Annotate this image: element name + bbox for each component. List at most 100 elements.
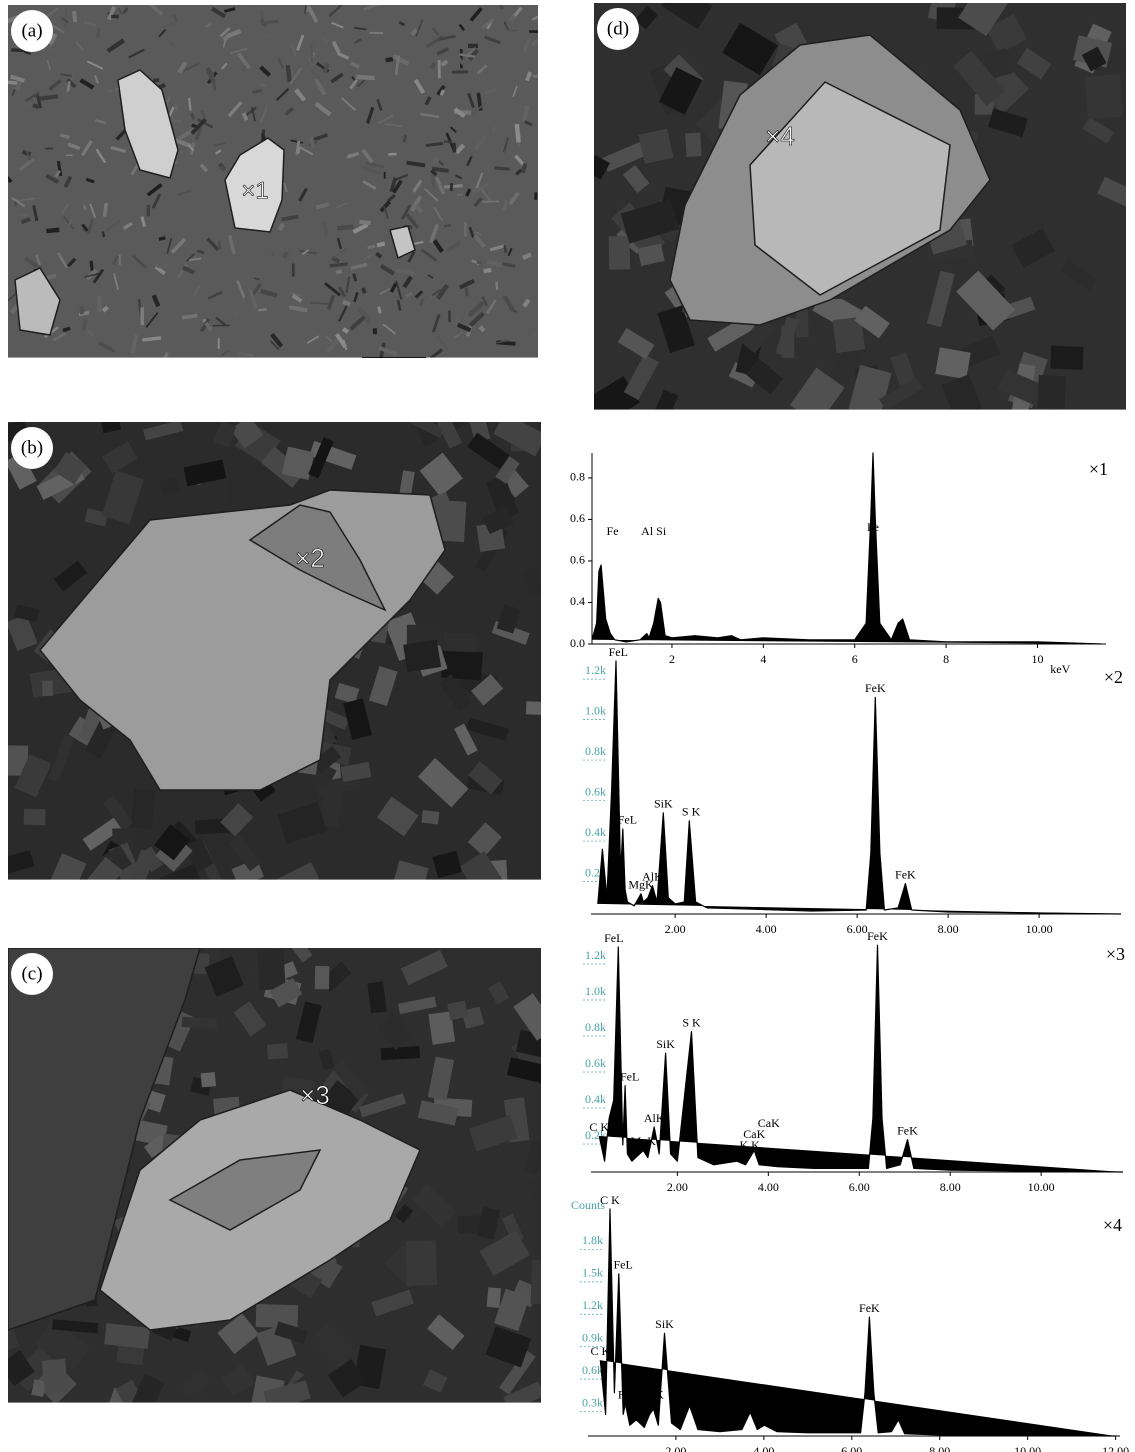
- peak-label: FeK: [867, 929, 888, 943]
- x-axis-label: keV: [1050, 662, 1070, 676]
- bar-header: spot: [217, 360, 233, 369]
- texture-grain: [447, 1001, 468, 1021]
- peak-label: FeL: [620, 1069, 639, 1083]
- texture-grain: [441, 649, 483, 680]
- texture-grain: [42, 1359, 68, 1394]
- y-tick-label: 0.4k: [585, 825, 606, 839]
- texture-grain: [1085, 74, 1124, 119]
- bar-header: HV: [15, 880, 33, 895]
- x-tick-label: 4.00: [753, 1444, 774, 1452]
- peak-label: AlK: [643, 1387, 664, 1401]
- texture-grain: [42, 680, 53, 696]
- y-tick-label: 0.6: [570, 511, 585, 525]
- bar-header: WD: [146, 880, 168, 895]
- y-tick-label: 1.5k: [582, 1266, 603, 1280]
- x-tick-label: 4.00: [756, 922, 777, 936]
- bar-value: 259 µm: [133, 372, 160, 381]
- texture-grain: [369, 32, 382, 34]
- x-tick-label: 2.00: [665, 922, 686, 936]
- texture-grain: [487, 1287, 502, 1308]
- texture-grain: [381, 1046, 420, 1060]
- peak-label: SiK: [655, 1317, 674, 1331]
- bar-header: mag ☐: [173, 360, 198, 369]
- peak-label: SiK: [656, 1037, 675, 1051]
- bar-header: Spot: [628, 410, 655, 425]
- spectrum: [592, 453, 1101, 644]
- bar-value: 1:07:11 PM: [244, 1417, 310, 1432]
- x-tick-label: 10.00: [1028, 1180, 1055, 1194]
- texture-grain: [218, 338, 220, 349]
- bar-value: 1 600 x: [172, 372, 198, 381]
- bar-value: 10.5 mm: [132, 1417, 183, 1432]
- x-tick-label: 6.00: [847, 922, 868, 936]
- bar-header: 1/31/2011: [249, 1403, 306, 1418]
- texture-grain: [532, 75, 539, 78]
- bar-value: 25.00 kV: [37, 372, 69, 381]
- texture-grain: [935, 347, 971, 379]
- x-tick-label: 4.00: [758, 1180, 779, 1194]
- bar-value: 90.13 µm: [182, 1417, 236, 1432]
- bar-header: Det: [74, 1403, 95, 1418]
- texture-grain: [421, 810, 439, 824]
- texture-grain: [388, 153, 396, 156]
- info-bar: [594, 410, 1126, 442]
- x-tick-label: 8.00: [929, 1444, 950, 1452]
- bar-value: 5.0: [632, 425, 650, 440]
- y-tick-label: 0.6k: [585, 784, 606, 798]
- sem-image: ×2(b)HV20.0 kVSpot5.0DetSSDMag3000xWD10.…: [0, 407, 555, 912]
- bar-header: 1/31/2011: [249, 880, 306, 895]
- bar-header: Det: [660, 410, 681, 425]
- peak-label: FeK: [895, 867, 916, 881]
- spectrum: [598, 661, 1121, 914]
- bar-value: 20.0 kV: [588, 425, 632, 440]
- x-tick-label: 6: [852, 652, 858, 666]
- x-tick-label: 2: [669, 652, 675, 666]
- x-tick-label: 10: [1031, 652, 1043, 666]
- texture-grain: [406, 1240, 437, 1285]
- bar-value: 20.0 kV: [2, 895, 46, 910]
- bar-header: HV: [601, 410, 619, 425]
- y-tick-label: 0.9k: [582, 1330, 603, 1344]
- texture-grain: [384, 172, 386, 179]
- x-tick-label: 2.00: [667, 1180, 688, 1194]
- bar-value: 5.5: [219, 372, 231, 381]
- texture-grain: [450, 183, 453, 191]
- bar-value: 10.8 mm: [718, 425, 769, 440]
- texture-grain: [119, 255, 121, 265]
- bar-header: WD: [732, 410, 754, 425]
- bar-header: 1/31/2011: [835, 410, 892, 425]
- bar-header: Mag: [689, 410, 714, 425]
- texture-grain: [464, 222, 467, 237]
- bar-value: 3000x: [98, 1417, 134, 1432]
- bar-header: WD: [102, 360, 116, 369]
- texture-grain: [80, 306, 85, 315]
- texture-grain: [24, 809, 46, 826]
- bar-header: HV: [15, 1403, 33, 1418]
- peak-label: CaK: [758, 1116, 780, 1130]
- x-tick-label: 12.00: [1102, 1444, 1129, 1452]
- texture-grain: [182, 1017, 218, 1029]
- x-tick-label: 8.00: [938, 922, 959, 936]
- x-tick-label: 2.00: [665, 1444, 686, 1452]
- texture-grain: [1038, 375, 1066, 409]
- y-tick-label: 0.6k: [585, 1056, 606, 1070]
- bar-value: 90.13 µm: [182, 895, 236, 910]
- texture-grain: [153, 78, 159, 82]
- peak-label: S K: [682, 1015, 701, 1029]
- peak-label: S K: [682, 805, 701, 819]
- bar-value: 33.80 µm: [768, 425, 822, 440]
- texture-grain: [311, 44, 313, 63]
- y-tick-label: 0.3k: [582, 1395, 603, 1409]
- y-tick-label: 1.0k: [585, 984, 606, 998]
- peak-label: FeL: [614, 1258, 633, 1272]
- texture-grain: [526, 701, 555, 715]
- x-tick-label: 8: [943, 652, 949, 666]
- chart-title: ×4: [1103, 1215, 1122, 1235]
- scale-label-bg: [400, 1411, 464, 1427]
- peak-label: CaK: [739, 1396, 761, 1410]
- bar-header: HFW: [194, 1403, 224, 1418]
- texture-grain: [267, 1043, 288, 1059]
- scale-label: 10.0 µm: [995, 417, 1039, 432]
